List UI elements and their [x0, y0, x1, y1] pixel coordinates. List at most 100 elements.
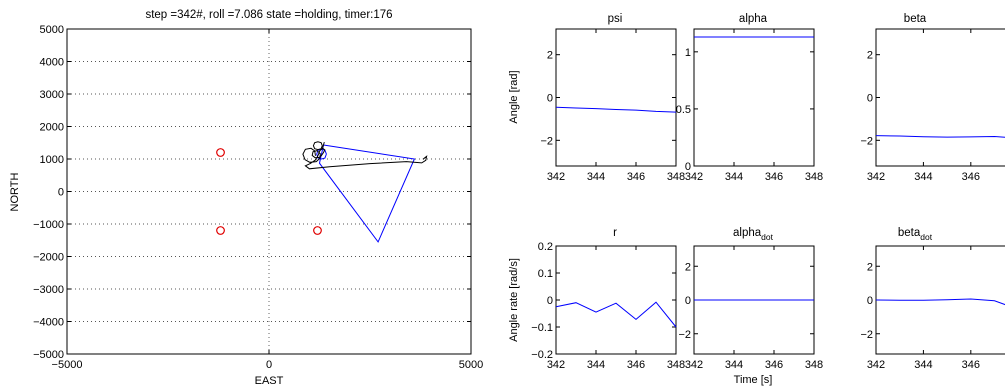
map-markers — [216, 148, 322, 235]
beta_dot-xtick-label: 344 — [914, 359, 932, 371]
psi-ytick-label: 0 — [547, 93, 553, 105]
map-title: step =342#, roll =7.086 state =holding, … — [145, 9, 392, 21]
psi-title: psi — [608, 13, 623, 25]
flight-path-blue — [318, 144, 416, 243]
beta_dot-xtick-label: 346 — [962, 359, 980, 371]
alpha_dot-ytick-label: −2 — [678, 329, 691, 341]
map-ytick-label: 0 — [58, 187, 64, 199]
r-content: 342 344 346 348 −0.2 −0.1 0 0.1 0.2 — [531, 241, 685, 371]
alpha-xtick-label: 346 — [765, 171, 783, 183]
map-ytick-label: −3000 — [33, 284, 64, 296]
r-ylabel: Angle rate [rad/s] — [508, 258, 520, 342]
alpha-title: alpha — [739, 13, 768, 25]
alpha_dot-xtick-label: 344 — [725, 359, 743, 371]
time-xlabel: Time [s] — [734, 374, 773, 386]
map-xtick-label: 5000 — [459, 359, 483, 371]
r-xtick-label: 348 — [667, 359, 685, 371]
beta-dot-title-main: beta — [898, 227, 921, 239]
psi-xtick-label: 344 — [587, 171, 605, 183]
psi-ytick-label: −2 — [540, 135, 553, 147]
r-plot: r 342 344 346 348 −0.2 −0.1 0 0.1 0.2 Angle rate… — [508, 227, 685, 371]
alpha-dot-content: 342 344 346 348 −2 0 2 — [678, 246, 823, 371]
beta-xtick-label: 342 — [867, 171, 885, 183]
beta_dot-ytick-label: 2 — [867, 261, 873, 273]
psi-xtick-label: 348 — [667, 171, 685, 183]
flight-path-black — [312, 141, 323, 151]
map-xlabel: EAST — [255, 375, 284, 387]
map-lines — [302, 141, 428, 243]
psi-series-line — [555, 106, 677, 113]
r-ytick-label: −0.2 — [531, 349, 553, 361]
alpha-axes-box — [693, 28, 815, 167]
alpha-dot-plot: alphadot 342 344 346 348 −2 0 2 Time [s] — [678, 227, 823, 386]
flight-path-black — [321, 141, 325, 150]
r-ytick-label: 0 — [547, 295, 553, 307]
map-ytick-label: 1000 — [40, 154, 64, 166]
alpha_dot-ytick-label: 2 — [685, 261, 691, 273]
psi-ytick-label: 2 — [547, 50, 553, 62]
alpha-ytick-label: 0 — [685, 161, 691, 173]
waypoint-marker — [216, 148, 225, 157]
beta_dot-xtick-label: 342 — [867, 359, 885, 371]
beta-ytick-label: 0 — [867, 93, 873, 105]
map-ytick-label: −1000 — [33, 219, 64, 231]
psi-ylabel: Angle [rad] — [508, 70, 520, 123]
alpha-content: 342 344 346 348 0 0.5 1 — [676, 29, 823, 183]
r-title: r — [613, 227, 617, 239]
waypoint-marker — [216, 226, 225, 235]
map-plot: step =342#, roll =7.086 state =holding, … — [9, 9, 483, 387]
beta_dot-series-line — [875, 298, 1005, 306]
psi-plot: psi 342 344 346 348 −2 0 2 Angle [rad] — [508, 13, 685, 183]
waypoint-marker — [313, 226, 322, 235]
beta-ytick-label: 2 — [867, 50, 873, 62]
r-xtick-label: 342 — [547, 359, 565, 371]
r-series-line — [555, 301, 677, 328]
psi-axes-box — [555, 28, 677, 167]
map-ylabel: NORTH — [9, 172, 21, 211]
map-ytick-label: 4000 — [40, 57, 64, 69]
beta-dot-title-sub: dot — [920, 232, 932, 242]
alpha_dot-xtick-label: 348 — [805, 359, 823, 371]
alpha-dot-title-main: alpha — [733, 227, 762, 239]
alpha_dot-ytick-label: 0 — [685, 295, 691, 307]
psi-content: 342 344 346 348 −2 0 2 — [540, 29, 685, 183]
map-ytick-label: −2000 — [33, 252, 64, 264]
beta-title: beta — [904, 13, 927, 25]
beta_dot-ytick-label: −2 — [860, 329, 873, 341]
map-ticks: −5000 −4000 −3000 −2000 −1000 0 1000 2000 3000 40… — [33, 24, 483, 371]
alpha-xtick-label: 348 — [805, 171, 823, 183]
r-axes-box — [555, 245, 677, 355]
flight-path-blue — [316, 148, 327, 160]
flight-path-black — [302, 147, 428, 170]
map-ytick-label: 3000 — [40, 89, 64, 101]
r-ytick-label: −0.1 — [531, 322, 553, 334]
beta-axes-box — [875, 28, 1005, 167]
r-ytick-label: 0.2 — [538, 241, 553, 253]
beta-series-line — [875, 135, 1005, 138]
map-xtick-label: −5000 — [52, 359, 83, 371]
alpha-xtick-label: 344 — [725, 171, 743, 183]
alpha-xtick-label: 342 — [685, 171, 703, 183]
beta-xtick-label: 344 — [914, 171, 932, 183]
alpha_dot-xtick-label: 346 — [765, 359, 783, 371]
beta-dot-title: betadot — [898, 227, 933, 242]
map-ytick-label: 5000 — [40, 24, 64, 36]
beta_dot-ytick-label: 0 — [867, 295, 873, 307]
psi-xtick-label: 342 — [547, 171, 565, 183]
alpha-ytick-label: 0.5 — [676, 104, 691, 116]
beta-xtick-label: 346 — [962, 171, 980, 183]
map-ytick-label: −4000 — [33, 317, 64, 329]
alpha-dot-title-sub: dot — [761, 232, 773, 242]
map-zero-lines — [67, 29, 471, 354]
map-ytick-label: 2000 — [40, 122, 64, 134]
r-xtick-label: 346 — [627, 359, 645, 371]
r-ytick-label: 0.1 — [538, 268, 553, 280]
alpha-plot: alpha 342 344 346 348 0 0.5 1 — [676, 13, 823, 183]
map-ytick-label: −5000 — [33, 349, 64, 361]
map-xtick-label: 0 — [266, 359, 272, 371]
